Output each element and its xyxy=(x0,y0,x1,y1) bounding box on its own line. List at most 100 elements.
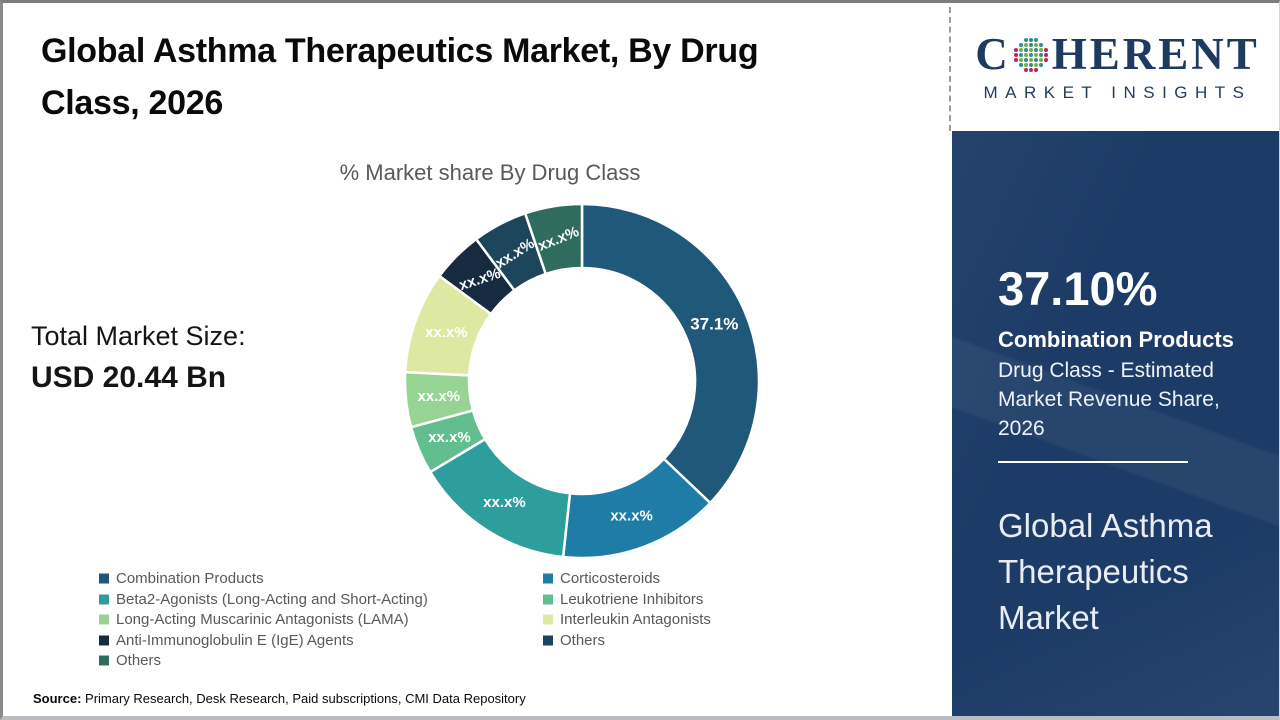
globe-dot xyxy=(1023,58,1028,62)
total-market-label: Total Market Size: xyxy=(31,321,246,351)
stat-title: Combination Products xyxy=(998,326,1234,352)
legend-item: Combination Products xyxy=(99,569,428,590)
legend-label: Corticosteroids xyxy=(560,570,661,587)
chart-legend: Combination Products Beta2-Agonists (Long… xyxy=(3,569,943,679)
legend-item: Interleukin Antagonists xyxy=(543,610,711,631)
globe-dot xyxy=(1033,68,1038,72)
globe-dot xyxy=(1028,58,1033,62)
globe-dot xyxy=(1028,53,1033,57)
globe-dot xyxy=(1033,53,1038,57)
legend-label: Others xyxy=(116,652,162,669)
donut-segment-label-4: xx.x% xyxy=(418,388,461,405)
globe-dot xyxy=(1023,53,1028,57)
page-title-line2: Class, 2026 xyxy=(41,84,223,122)
legend-item: Others xyxy=(543,631,711,652)
globe-dot xyxy=(1013,53,1018,57)
stat-description: Drug Class - Estimated Market Revenue Sh… xyxy=(998,358,1220,440)
donut-segment-label-2: xx.x% xyxy=(483,494,526,511)
legend-swatch-icon xyxy=(543,594,553,604)
globe-dot xyxy=(1033,43,1038,47)
legend-swatch-icon xyxy=(543,635,553,645)
legend-item: Beta2-Agonists (Long-Acting and Short-Ac… xyxy=(99,590,428,611)
legend-swatch-icon xyxy=(99,655,109,666)
legend-label: Combination Products xyxy=(116,570,264,587)
globe-dot xyxy=(1028,38,1033,42)
legend-swatch-icon xyxy=(543,614,553,625)
globe-dot xyxy=(1023,48,1028,52)
globe-dot xyxy=(1043,58,1048,62)
sidebar-panel: 37.10% Combination Products Drug Class -… xyxy=(952,131,1279,716)
globe-dot xyxy=(1018,53,1023,57)
donut-chart: 37.1% xx.x% xx.x% xx.x% xx.x% xx.x% xx.x% xx.x%… xyxy=(392,191,772,571)
total-market-value: USD 20.44 Bn xyxy=(31,361,227,394)
source-text: Primary Research, Desk Research, Paid su… xyxy=(81,691,526,706)
globe-dot xyxy=(1018,43,1023,47)
source-line: Source: Primary Research, Desk Research,… xyxy=(33,691,526,706)
total-market-block: Total Market Size: USD 20.44 Bn xyxy=(31,321,246,395)
globe-dot xyxy=(1023,43,1028,47)
legend-item: Long-Acting Muscarinic Antagonists (LAMA… xyxy=(99,610,428,631)
globe-dot xyxy=(1038,63,1043,67)
donut-chart-svg: 37.1%xx.x%xx.x%xx.x%xx.x%xx.x%xx.x%xx.x%… xyxy=(403,202,761,560)
legend-label: Interleukin Antagonists xyxy=(560,611,711,628)
globe-dot xyxy=(1028,63,1033,67)
panel-divider xyxy=(998,460,1188,463)
stat-value: 37.10% xyxy=(998,262,1158,315)
globe-dot xyxy=(1028,68,1033,72)
donut-segment-label-1: xx.x% xyxy=(610,508,653,525)
globe-dot xyxy=(1013,58,1018,62)
panel-title: Global Asthma Therapeutics Market xyxy=(998,506,1213,636)
globe-dot xyxy=(1018,58,1023,62)
globe-dot xyxy=(1013,48,1018,52)
chart-title: % Market share By Drug Class xyxy=(339,160,641,185)
donut-segment-label-0: 37.1% xyxy=(690,315,738,334)
globe-dot xyxy=(1043,48,1048,52)
globe-dot xyxy=(1023,63,1028,67)
legend-item: Others xyxy=(99,651,428,672)
globe-dot xyxy=(1038,53,1043,57)
donut-segment-label-5: xx.x% xyxy=(425,324,468,341)
legend-column-1: Combination Products Beta2-Agonists (Long… xyxy=(99,569,428,672)
legend-item: Leukotriene Inhibitors xyxy=(543,590,711,611)
globe-dot xyxy=(1023,38,1028,42)
source-label: Source: xyxy=(33,691,82,706)
legend-swatch-icon xyxy=(543,573,553,584)
globe-dot xyxy=(1033,38,1038,42)
legend-column-2: Corticosteroids Leukotriene Inhibitors Int… xyxy=(543,569,711,651)
globe-dot xyxy=(1033,48,1038,52)
globe-dot xyxy=(1043,53,1048,57)
globe-dot xyxy=(1033,63,1038,67)
donut-segment-0 xyxy=(580,202,761,505)
globe-dot xyxy=(1033,58,1038,62)
brand-logo-wordmark: C HERENT xyxy=(975,28,1260,79)
legend-swatch-icon xyxy=(99,614,109,625)
globe-dot xyxy=(1038,58,1043,62)
globe-dot xyxy=(1018,63,1023,67)
globe-dot xyxy=(1038,43,1043,47)
page-title-line1: Global Asthma Therapeutics Market, By Dr… xyxy=(41,32,759,70)
legend-label: Anti-Immunoglobulin E (IgE) Agents xyxy=(116,631,354,649)
page-title: Global Asthma Therapeutics Market, By Dr… xyxy=(41,25,871,129)
brand-logo-letter-c: C xyxy=(975,28,1011,79)
brand-logo: C HERENT MARKET INSIGHTS xyxy=(952,3,1279,131)
donut-segment-8 xyxy=(523,202,584,276)
legend-swatch-icon xyxy=(99,573,109,584)
globe-dot xyxy=(1018,48,1023,52)
legend-label: Others xyxy=(560,631,606,649)
donut-segment-label-3: xx.x% xyxy=(428,429,471,446)
brand-logo-rest: HERENT xyxy=(1051,28,1260,79)
legend-label: Leukotriene Inhibitors xyxy=(560,590,704,608)
legend-item: Anti-Immunoglobulin E (IgE) Agents xyxy=(99,631,428,652)
globe-dot xyxy=(1023,68,1028,72)
globe-dot xyxy=(1038,48,1043,52)
legend-swatch-icon xyxy=(99,635,109,645)
legend-label: Long-Acting Muscarinic Antagonists (LAMA… xyxy=(116,611,409,628)
globe-dot xyxy=(1028,43,1033,47)
legend-label: Beta2-Agonists (Long-Acting and Short-Ac… xyxy=(116,590,428,608)
dashed-separator xyxy=(949,7,951,131)
coherent-globe-icon xyxy=(1013,38,1048,72)
globe-dot xyxy=(1028,48,1033,52)
brand-logo-subtitle: MARKET INSIGHTS xyxy=(983,82,1252,102)
legend-swatch-icon xyxy=(99,594,109,604)
